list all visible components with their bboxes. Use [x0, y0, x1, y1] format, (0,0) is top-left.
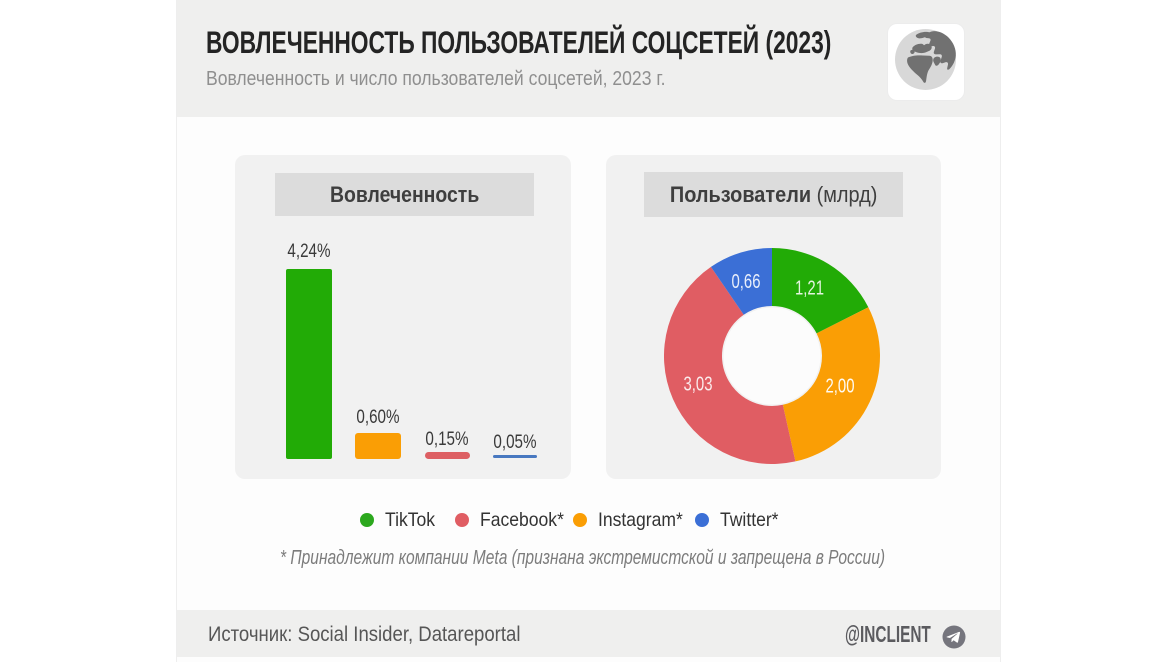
svg-text:1,21: 1,21: [795, 278, 824, 300]
svg-text:3,03: 3,03: [684, 374, 713, 396]
svg-text:2,00: 2,00: [826, 375, 855, 397]
svg-text:0,66: 0,66: [732, 271, 761, 293]
